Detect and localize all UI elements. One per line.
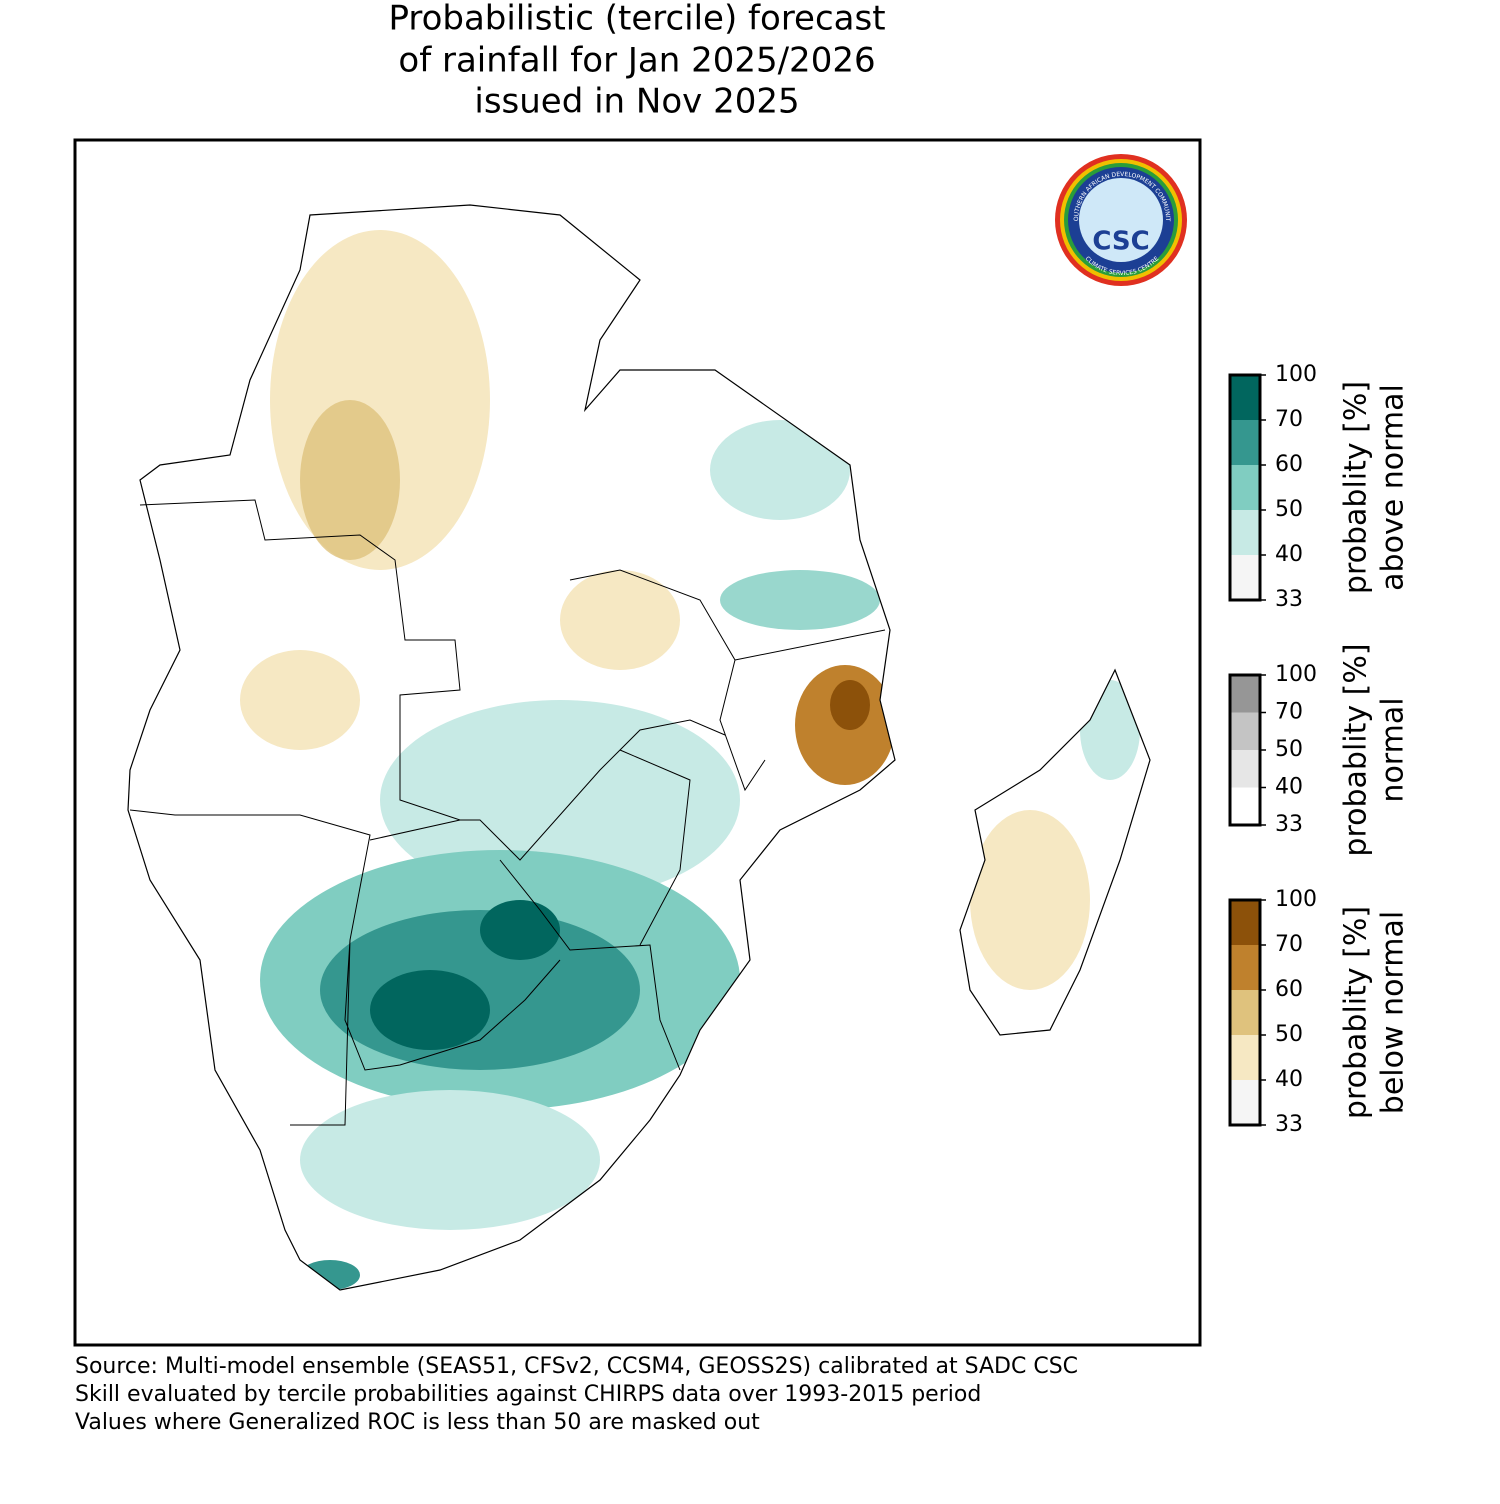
colorbar-frame: [1228, 898, 1262, 1127]
colorbar-band: [1230, 375, 1260, 420]
colorbar-band: [1230, 990, 1260, 1035]
colorbar-tick-label: 60: [1275, 977, 1303, 1002]
colorbar-tick-label: 100: [1275, 662, 1317, 687]
colorbar-tick-label: 40: [1275, 1067, 1303, 1092]
colorbar-label: above normal: [1376, 384, 1411, 591]
footer-line: Values where Generalized ROC is less tha…: [75, 1410, 760, 1435]
colorbar-band: [1230, 1035, 1260, 1080]
colorbar-tick-label: 70: [1275, 407, 1303, 432]
colorbar-band: [1230, 555, 1260, 600]
colorbar-tick-label: 70: [1275, 700, 1303, 725]
colorbar-band: [1230, 465, 1260, 510]
borders: [129, 499, 886, 1126]
colorbar-tick-label: 100: [1275, 887, 1317, 912]
coastline: [127, 204, 1151, 1291]
colorbar-band: [1230, 675, 1260, 713]
colorbar-frame: [1228, 373, 1262, 602]
colorbar-band: [1230, 1080, 1260, 1125]
colorbar-band: [1230, 750, 1260, 788]
colorbar-band: [1230, 712, 1260, 750]
colorbar-band: [1230, 900, 1260, 945]
logo-text: CSC: [1092, 227, 1149, 257]
colorbar-tick-label: 50: [1275, 497, 1303, 522]
colorbar-tick-label: 70: [1275, 932, 1303, 957]
colorbar-band: [1230, 510, 1260, 555]
colorbar-tick-label: 100: [1275, 362, 1317, 387]
colorbar-label: probablity [%]: [1339, 381, 1374, 594]
title-line: issued in Nov 2025: [474, 82, 799, 122]
footer-line: Skill evaluated by tercile probabilities…: [75, 1382, 981, 1407]
colorbar-tick-label: 50: [1275, 1022, 1303, 1047]
colorbar-tick-label: 60: [1275, 452, 1303, 477]
colorbar-tick-label: 33: [1275, 587, 1303, 612]
colorbar-band: [1230, 945, 1260, 990]
colorbar-label: probablity [%]: [1339, 643, 1374, 856]
colorbar-tick-label: 40: [1275, 542, 1303, 567]
colorbar-tick-label: 33: [1275, 812, 1303, 837]
title-line: Probabilistic (tercile) forecast: [388, 0, 885, 39]
footer-line: Source: Multi-model ensemble (SEAS51, CF…: [75, 1354, 1078, 1379]
colorbar-label: below normal: [1376, 911, 1411, 1114]
colorbar-band: [1230, 420, 1260, 465]
colorbar-label: probablity [%]: [1339, 906, 1374, 1119]
colorbar-tick-label: 50: [1275, 737, 1303, 762]
title-line: of rainfall for Jan 2025/2026: [398, 41, 875, 81]
colorbar-band: [1230, 787, 1260, 825]
colorbar-label: normal: [1376, 697, 1411, 802]
colorbar-tick-label: 33: [1275, 1112, 1303, 1137]
colorbar-tick-label: 40: [1275, 775, 1303, 800]
